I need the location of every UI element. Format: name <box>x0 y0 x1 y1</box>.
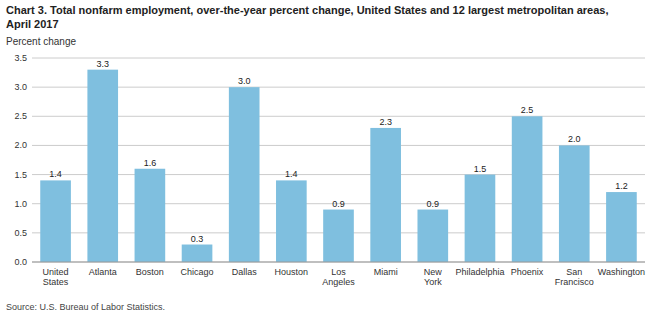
x-tick-label: Washington <box>598 267 645 277</box>
bar <box>323 210 354 262</box>
y-tick-label: 1.5 <box>14 170 27 180</box>
data-label: 3.3 <box>96 59 109 69</box>
data-label: 1.2 <box>615 181 628 191</box>
grid-line <box>32 116 645 117</box>
x-tick-label: Chicago <box>181 267 214 277</box>
data-label: 0.9 <box>427 199 440 209</box>
x-tick-label: UnitedStates <box>43 267 69 287</box>
x-axis-line <box>32 262 645 263</box>
y-axis-label: Percent change <box>6 36 76 47</box>
grid-line <box>32 145 645 146</box>
bar <box>40 180 71 262</box>
grid-line <box>32 262 645 263</box>
data-label: 2.5 <box>521 105 534 115</box>
y-tick-label: 3.0 <box>14 82 27 92</box>
source: Source: U.S. Bureau of Labor Statistics. <box>6 302 165 312</box>
x-tick-label: Phoenix <box>511 267 544 277</box>
bar <box>135 169 166 262</box>
data-label: 3.0 <box>238 76 251 86</box>
y-tick-label: 0.0 <box>14 257 27 267</box>
chart: Chart 3. Total nonfarm employment, over-… <box>0 0 650 317</box>
grid-line <box>32 174 645 175</box>
bar <box>182 245 213 262</box>
x-tick-label: Philadelphia <box>455 267 504 277</box>
grid-line <box>32 58 645 59</box>
x-tick-label: NewYork <box>424 267 443 287</box>
data-label: 1.4 <box>285 169 298 179</box>
title: Chart 3. Total nonfarm employment, over-… <box>6 4 609 16</box>
bar <box>87 70 118 262</box>
x-tick-label: Dallas <box>232 267 258 277</box>
data-label: 0.3 <box>191 234 204 244</box>
x-tick-label: Atlanta <box>89 267 117 277</box>
bar <box>276 180 307 262</box>
data-label: 1.6 <box>144 158 157 168</box>
data-label: 1.5 <box>474 164 487 174</box>
grid <box>32 58 645 262</box>
y-tick-label: 2.0 <box>14 140 27 150</box>
bar <box>465 175 496 262</box>
y-tick-label: 2.5 <box>14 111 27 121</box>
bar <box>606 192 637 262</box>
x-tick-label: Miami <box>374 267 398 277</box>
x-tick-label: Houston <box>275 267 309 277</box>
x-tick-label: SanFrancisco <box>555 267 594 287</box>
grid-line <box>32 87 645 88</box>
y-tick-label: 1.0 <box>14 199 27 209</box>
bar <box>370 128 401 262</box>
y-tick-label: 3.5 <box>14 53 27 63</box>
x-tick-label: Boston <box>136 267 164 277</box>
bars <box>40 70 636 262</box>
data-label: 2.0 <box>568 134 581 144</box>
chart-container: Chart 3. Total nonfarm employment, over-… <box>0 0 650 317</box>
bar <box>512 116 543 262</box>
data-label: 2.3 <box>379 117 392 127</box>
bar <box>229 87 260 262</box>
subtitle: April 2017 <box>6 18 59 30</box>
x-tick-label: LosAngeles <box>322 267 355 287</box>
bar <box>559 145 590 262</box>
data-label: 1.4 <box>49 169 62 179</box>
y-tick-label: 0.5 <box>14 228 27 238</box>
data-label: 0.9 <box>332 199 345 209</box>
bar <box>417 210 448 262</box>
